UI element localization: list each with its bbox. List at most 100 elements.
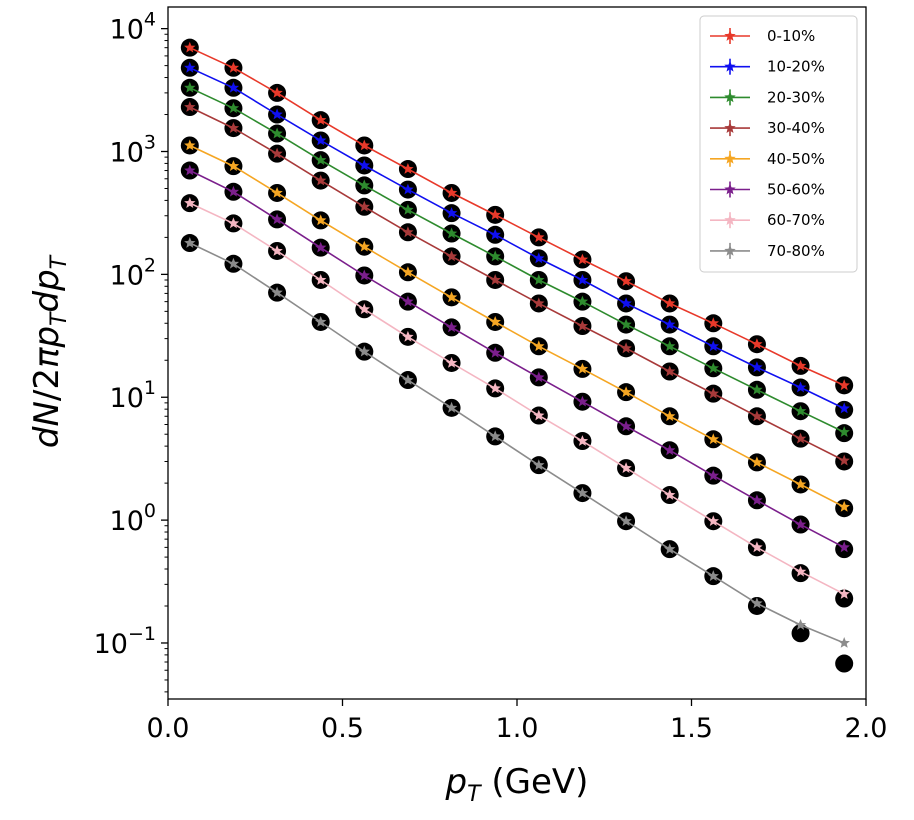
model-marker bbox=[794, 432, 807, 444]
model-marker bbox=[794, 565, 807, 577]
model-marker bbox=[315, 241, 327, 253]
model-marker bbox=[445, 250, 458, 262]
legend-marker bbox=[724, 152, 736, 164]
model-marker bbox=[620, 462, 632, 473]
model-marker bbox=[358, 240, 370, 252]
model-marker bbox=[227, 61, 240, 73]
model-line bbox=[189, 202, 845, 595]
model-marker bbox=[489, 316, 501, 327]
data-point bbox=[835, 589, 854, 608]
legend-marker bbox=[724, 91, 736, 103]
model-marker bbox=[445, 227, 458, 239]
y-tick-label-exponent: 2 bbox=[144, 254, 156, 276]
model-marker bbox=[838, 426, 850, 437]
data-point bbox=[791, 624, 810, 643]
legend-label: 10-20% bbox=[767, 58, 825, 76]
model-marker bbox=[533, 297, 545, 309]
model-marker bbox=[271, 108, 283, 120]
model-line bbox=[189, 144, 845, 508]
model-marker bbox=[707, 433, 719, 445]
model-marker bbox=[184, 164, 196, 176]
model-marker bbox=[620, 275, 632, 286]
legend-marker bbox=[724, 214, 736, 226]
model-marker bbox=[227, 122, 240, 133]
model-marker bbox=[358, 159, 370, 171]
model-marker bbox=[358, 179, 370, 191]
model-marker bbox=[576, 253, 589, 265]
model-marker bbox=[533, 459, 545, 470]
model-marker bbox=[271, 286, 283, 298]
y-tick-label-exponent: 1 bbox=[144, 377, 156, 399]
y-tick-label: 101 bbox=[110, 377, 156, 414]
model-marker bbox=[315, 316, 327, 327]
legend-marker bbox=[724, 244, 736, 256]
legend-label: 50-60% bbox=[767, 181, 825, 199]
model-marker bbox=[664, 365, 676, 377]
model-marker bbox=[533, 274, 545, 285]
data-point bbox=[835, 654, 854, 673]
model-marker bbox=[315, 174, 327, 186]
model-marker bbox=[838, 454, 850, 466]
y-tick-label-base: 10 bbox=[110, 15, 144, 46]
model-marker bbox=[271, 213, 283, 225]
model-marker bbox=[751, 383, 763, 395]
model-marker bbox=[402, 203, 414, 215]
model-marker bbox=[445, 357, 458, 368]
model-marker bbox=[489, 208, 501, 220]
model-marker bbox=[358, 345, 370, 357]
model-marker bbox=[533, 252, 545, 264]
model-marker bbox=[794, 405, 807, 416]
model-marker bbox=[707, 515, 719, 526]
y-tick-label-exponent: 4 bbox=[144, 9, 156, 31]
model-marker bbox=[664, 297, 676, 309]
legend-label: 60-70% bbox=[767, 211, 825, 229]
model-marker bbox=[184, 101, 196, 112]
y-tick-label-base: 10 bbox=[110, 506, 144, 537]
series-layer bbox=[180, 38, 854, 673]
y-tick-label-base: 10 bbox=[110, 138, 144, 169]
model-marker bbox=[489, 274, 501, 285]
model-marker bbox=[707, 317, 719, 329]
model-marker bbox=[664, 444, 676, 456]
model-line bbox=[189, 67, 845, 410]
model-marker bbox=[576, 435, 589, 446]
y-tick-label: 103 bbox=[110, 132, 156, 169]
model-marker bbox=[445, 207, 458, 218]
model-marker bbox=[402, 163, 414, 174]
model-marker bbox=[620, 297, 632, 309]
model-marker bbox=[489, 228, 501, 240]
legend-marker bbox=[724, 183, 736, 195]
model-marker bbox=[489, 382, 501, 394]
model-marker bbox=[838, 379, 850, 391]
model-marker bbox=[794, 381, 807, 393]
model-line bbox=[189, 242, 845, 644]
y-tick-label-exponent: −1 bbox=[128, 623, 156, 645]
model-marker bbox=[315, 214, 327, 226]
model-marker bbox=[576, 295, 589, 307]
model-marker bbox=[445, 321, 458, 333]
model-marker bbox=[184, 61, 196, 73]
model-marker bbox=[227, 160, 240, 171]
legend-label: 20-30% bbox=[767, 88, 825, 106]
model-marker bbox=[533, 340, 545, 352]
legend-label: 40-50% bbox=[767, 150, 825, 168]
model-marker bbox=[576, 487, 589, 498]
model-marker bbox=[271, 186, 283, 198]
model-marker bbox=[445, 291, 458, 303]
model-marker bbox=[533, 409, 545, 421]
model-marker bbox=[227, 81, 240, 93]
x-tick-label: 2.0 bbox=[845, 713, 888, 744]
model-marker bbox=[402, 374, 414, 385]
model-line bbox=[189, 46, 845, 387]
model-marker bbox=[794, 359, 807, 371]
model-marker bbox=[445, 186, 458, 198]
model-marker bbox=[664, 318, 676, 330]
model-marker bbox=[664, 543, 676, 554]
model-marker bbox=[184, 81, 196, 93]
x-tick-label: 1.0 bbox=[496, 713, 539, 744]
model-marker bbox=[576, 274, 589, 285]
model-marker bbox=[838, 402, 850, 414]
model-marker bbox=[751, 338, 763, 350]
model-marker bbox=[227, 102, 240, 114]
